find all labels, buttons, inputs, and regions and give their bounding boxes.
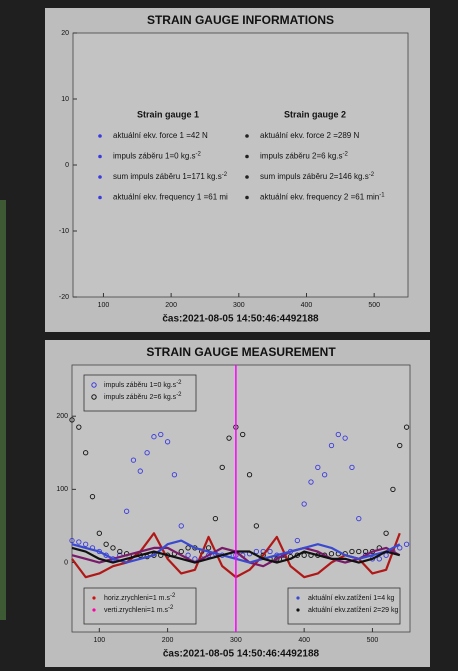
x-tick-label: 300 [230, 637, 242, 644]
page: {"chart_data":[ {"type":"annotation-pane… [0, 0, 458, 671]
y-tick-label: -20 [59, 294, 69, 301]
y-tick-label: -10 [59, 228, 69, 235]
info-item-sup: -2 [222, 172, 228, 178]
y-tick-label: 10 [61, 96, 69, 103]
chart-title: STRAIN GAUGE MEASUREMENT [146, 345, 336, 359]
legend-label: aktuální ekv.zatížení 1=4 kg [308, 595, 395, 602]
info-item: sum impuls záběru 1=171 kg.s-2 [113, 172, 228, 182]
item-dot [98, 196, 102, 200]
legend-label: impuls záběru 1=0 kg.s-2 [104, 380, 182, 389]
info-item-sup: -2 [343, 151, 349, 157]
x-axis-label: čas:2021-08-05 14:50:46:4492188 [162, 314, 319, 325]
chart-title: STRAIN GAUGE INFORMATIONS [147, 13, 334, 27]
group-heading: Strain gauge 1 [137, 109, 199, 119]
x-tick-label: 400 [298, 637, 310, 644]
x-tick-label: 500 [368, 302, 380, 309]
legend-marker [296, 596, 299, 599]
info-item: aktuální ekv. frequency 1 =61 mi [113, 193, 228, 202]
x-tick-label: 300 [233, 302, 245, 309]
legend-label-sup: -2 [176, 380, 182, 386]
x-tick-label: 100 [98, 302, 110, 309]
background-edge [0, 200, 6, 620]
item-dot [245, 155, 249, 159]
group-heading: Strain gauge 2 [284, 109, 346, 119]
info-item: impuls záběru 1=0 kg.s-2 [113, 151, 201, 161]
screen: STRAIN GAUGE INFORMATIONS-20-10010201002… [0, 0, 458, 671]
x-tick-label: 400 [301, 302, 313, 309]
item-dot [98, 155, 102, 159]
legend-marker [92, 608, 95, 611]
info-item-sup: -1 [379, 192, 385, 198]
info-item-sup: -2 [196, 151, 202, 157]
y-tick-label: 20 [61, 30, 69, 37]
legend-label: verti.zrychleni=1 m.s-2 [104, 605, 174, 614]
legend-marker [92, 596, 95, 599]
y-tick-label: 0 [65, 162, 69, 169]
info-item-sup: -2 [369, 172, 375, 178]
plot-area [73, 33, 408, 297]
legend-label-sup: -2 [168, 605, 174, 611]
x-tick-label: 100 [93, 637, 105, 644]
x-axis-label: čas:2021-08-05 14:50:46:4492188 [163, 649, 320, 660]
info-item: aktuální ekv. force 2 =289 N [260, 131, 359, 140]
legend-label: horiz.zrychleni=1 m.s-2 [104, 593, 176, 602]
info-item: aktuální ekv. frequency 2 =61 min-1 [260, 192, 385, 202]
item-dot [98, 175, 102, 179]
legend-label-sup: -2 [176, 392, 182, 398]
item-dot [245, 134, 249, 138]
legend-label: aktuální ekv.zatížení 2=29 kg [308, 607, 398, 614]
legend-label-sup: -2 [170, 593, 176, 599]
x-tick-label: 200 [162, 637, 174, 644]
info-item: impuls záběru 2=6 kg.s-2 [260, 151, 348, 161]
info-item: aktuální ekv. force 1 =42 N [113, 131, 208, 140]
y-tick-label: 200 [56, 413, 68, 420]
legend-label: impuls záběru 2=6 kg.s-2 [104, 392, 182, 401]
item-dot [245, 196, 249, 200]
y-tick-label: 0 [64, 559, 68, 566]
x-tick-label: 200 [165, 302, 177, 309]
x-tick-label: 500 [367, 637, 379, 644]
y-tick-label: 100 [56, 486, 68, 493]
legend-marker [296, 608, 299, 611]
item-dot [245, 175, 249, 179]
info-item: sum impuls záběru 2=146 kg.s-2 [260, 172, 375, 182]
item-dot [98, 134, 102, 138]
